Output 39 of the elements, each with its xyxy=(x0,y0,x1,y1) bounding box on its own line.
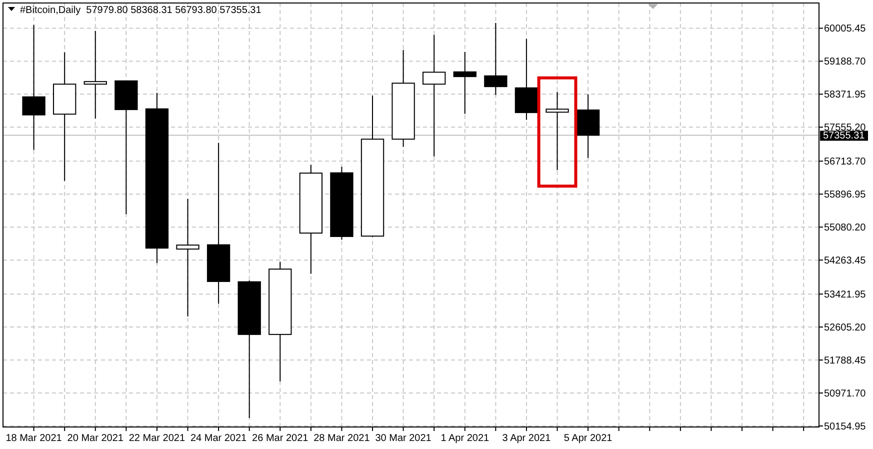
y-tick-label: 55080.20 xyxy=(824,222,866,234)
y-tick-label: 56713.70 xyxy=(824,156,866,168)
y-tick-label: 55896.95 xyxy=(824,190,866,201)
x-tick-label: 26 Mar 2021 xyxy=(252,433,309,444)
candlestick xyxy=(453,51,476,114)
y-tick-label: 50154.95 xyxy=(824,421,866,432)
x-tick-label: 3 Apr 2021 xyxy=(502,433,552,444)
candlestick xyxy=(299,164,323,274)
candlestick xyxy=(546,91,569,171)
candlestick xyxy=(53,52,76,182)
x-tick-label: 20 Mar 2021 xyxy=(67,433,124,444)
candlestick xyxy=(22,24,46,150)
candlestick xyxy=(422,34,446,158)
chart-title: #Bitcoin,Daily 57979.80 58368.31 56793.80 57355.31 xyxy=(20,5,262,16)
y-tick-label: 58371.95 xyxy=(824,90,866,101)
x-tick-label: 18 Mar 2021 xyxy=(6,433,62,444)
y-tick-label: 59188.70 xyxy=(824,56,866,68)
x-tick-label: 22 Mar 2021 xyxy=(128,433,186,444)
candlestick xyxy=(84,30,107,120)
x-tick-label: 5 Apr 2021 xyxy=(564,433,613,444)
y-tick-label: 53421.95 xyxy=(824,290,866,301)
candlestick xyxy=(330,166,354,240)
candlestick xyxy=(268,261,292,382)
y-tick-label: 52605.20 xyxy=(824,322,866,334)
y-tick-label: 60005.45 xyxy=(824,24,866,35)
x-tick-label: 1 Apr 2021 xyxy=(440,433,490,444)
x-tick-label: 28 Mar 2021 xyxy=(314,433,370,444)
candlestick xyxy=(514,38,538,120)
x-tick-label: 24 Mar 2021 xyxy=(190,433,248,444)
x-tick-label: 30 Mar 2021 xyxy=(375,433,432,444)
ref-line-label: 57355.31 xyxy=(823,130,866,142)
y-tick-label: 51788.45 xyxy=(824,356,866,367)
y-tick-label: 54263.45 xyxy=(824,256,866,267)
candlestick xyxy=(392,49,415,148)
y-tick-label: 50971.70 xyxy=(824,388,866,400)
candlestick xyxy=(176,198,200,317)
candlestick xyxy=(576,94,600,158)
candlestick xyxy=(114,80,138,215)
candlestick xyxy=(484,22,508,96)
